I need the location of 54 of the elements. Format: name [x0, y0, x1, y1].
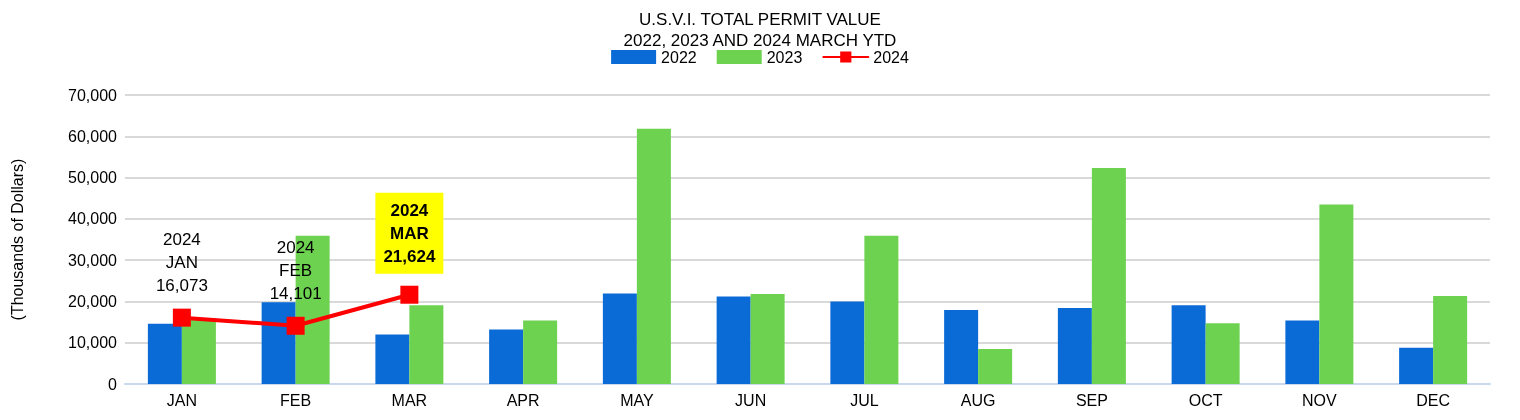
- bar: [523, 320, 558, 384]
- bar: [1399, 347, 1434, 384]
- legend-label: 2024: [873, 48, 909, 66]
- bar: [978, 348, 1013, 384]
- x-tick-label: DEC: [1416, 391, 1451, 409]
- data-label: 2024 FEB 14,101: [269, 237, 322, 303]
- bar: [602, 293, 637, 384]
- y-tick-label: 30,000: [68, 251, 118, 269]
- bar: [375, 334, 410, 384]
- x-tick-label: MAY: [620, 391, 654, 409]
- x-tick-label: JAN: [166, 391, 197, 409]
- chart-title: U.S.V.I. TOTAL PERMIT VALUE 2022, 2023 AND 2024 MARCH YTD: [623, 10, 897, 50]
- y-tick-label: 60,000: [68, 127, 118, 145]
- bar: [830, 301, 865, 384]
- y-axis-title: (Thousands of Dollars): [8, 158, 26, 321]
- bar: [1205, 323, 1240, 384]
- point: [400, 285, 419, 304]
- bar: [636, 128, 671, 384]
- bar: [1091, 168, 1126, 384]
- point: [286, 316, 305, 335]
- legend-label: 2023: [766, 48, 803, 66]
- x-tick-label: NOV: [1302, 391, 1338, 409]
- y-tick-label: 10,000: [68, 334, 118, 352]
- x-tick-label: SEP: [1075, 391, 1108, 409]
- bar: [489, 329, 524, 384]
- bar: [750, 294, 785, 384]
- bar: [864, 235, 899, 384]
- bar: [944, 310, 979, 384]
- x-tick-label: JUN: [735, 391, 767, 409]
- bar: [1057, 308, 1092, 384]
- x-tick-label: FEB: [280, 391, 312, 409]
- y-tick-label: 20,000: [68, 292, 118, 310]
- bar: [181, 320, 216, 384]
- bar: [261, 302, 296, 384]
- point: [172, 308, 191, 327]
- bar: [409, 305, 444, 384]
- bar: [716, 296, 751, 384]
- bar: [1319, 204, 1354, 384]
- x-tick-label: MAR: [391, 391, 428, 409]
- y-tick-label: 0: [108, 375, 118, 393]
- x-tick-label: AUG: [960, 391, 996, 409]
- bar: [1171, 305, 1206, 384]
- bar: [147, 323, 182, 384]
- data-label: 2024 JAN 16,073: [155, 229, 208, 295]
- x-tick-label: APR: [506, 391, 540, 409]
- bar: [1433, 296, 1468, 384]
- y-tick-label: 50,000: [68, 169, 118, 187]
- data-label: 2024 MAR 21,624: [383, 200, 436, 266]
- y-tick-label: 40,000: [68, 210, 118, 228]
- legend-label: 2022: [661, 48, 697, 66]
- y-tick-label: 70,000: [68, 86, 118, 104]
- x-tick-label: OCT: [1188, 391, 1223, 409]
- x-tick-label: JUL: [850, 391, 879, 409]
- bar: [1285, 320, 1320, 384]
